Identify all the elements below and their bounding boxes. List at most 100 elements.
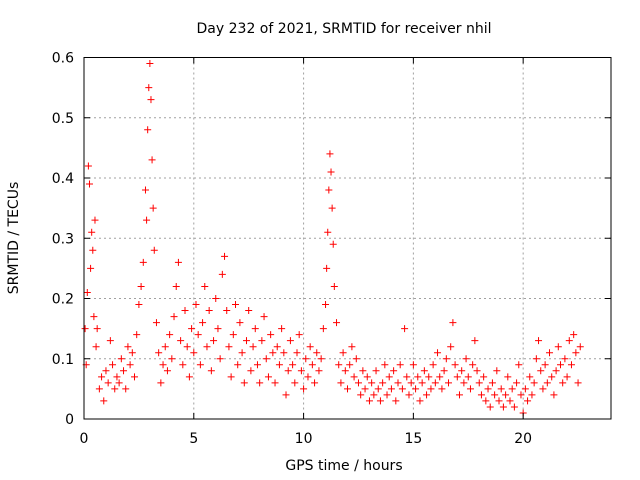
data-point (210, 337, 218, 345)
data-point (141, 186, 149, 194)
data-point (229, 331, 237, 339)
data-point (106, 337, 114, 345)
data-point (203, 343, 211, 351)
data-point (401, 325, 409, 333)
data-point (111, 385, 119, 393)
data-point (317, 355, 325, 363)
data-point (109, 361, 117, 369)
data-point (214, 325, 222, 333)
data-point (280, 349, 288, 357)
data-point (504, 373, 512, 381)
data-point (83, 288, 91, 296)
x-axis-label: GPS time / hours (285, 458, 402, 474)
data-point (572, 349, 580, 357)
data-point (124, 343, 132, 351)
data-point (513, 379, 521, 387)
data-point (262, 355, 270, 363)
data-point (89, 246, 97, 254)
data-point (286, 337, 294, 345)
data-point (139, 258, 147, 266)
data-point (88, 228, 96, 236)
data-point (379, 379, 387, 387)
data-point (155, 349, 163, 357)
data-point (291, 379, 299, 387)
data-point (376, 397, 384, 405)
data-point (344, 385, 351, 393)
data-point (484, 385, 492, 393)
data-point (506, 397, 514, 405)
data-point (368, 379, 376, 387)
data-point (275, 361, 283, 369)
data-point (567, 361, 575, 369)
data-point (438, 385, 446, 393)
data-point (383, 391, 391, 399)
data-point (234, 361, 242, 369)
data-point (199, 319, 207, 327)
data-point (502, 391, 510, 399)
data-point (508, 385, 516, 393)
data-point (329, 240, 337, 248)
data-point (350, 373, 358, 381)
data-point (335, 361, 343, 369)
data-point (449, 319, 457, 327)
data-point (409, 361, 417, 369)
data-point (300, 385, 308, 393)
data-point (559, 379, 567, 387)
data-point (152, 319, 160, 327)
data-point (113, 373, 121, 381)
y-tick-label: 0.3 (52, 231, 74, 247)
data-point (440, 367, 448, 375)
data-point (181, 307, 189, 315)
data-point (133, 331, 141, 339)
data-point (477, 391, 485, 399)
data-point (365, 397, 373, 405)
data-point (148, 156, 156, 164)
data-point (271, 379, 279, 387)
data-point (357, 391, 365, 399)
data-point (427, 385, 435, 393)
data-point (407, 379, 415, 387)
data-point (161, 343, 169, 351)
data-point (196, 361, 204, 369)
data-point (192, 301, 200, 309)
data-point (278, 325, 286, 333)
data-point (425, 373, 433, 381)
data-point (403, 373, 411, 381)
data-point (218, 270, 226, 278)
data-point (325, 186, 333, 194)
data-point (537, 367, 545, 375)
data-point (126, 361, 134, 369)
data-point (453, 373, 461, 381)
data-point (352, 355, 360, 363)
data-point (95, 385, 103, 393)
data-point (177, 337, 185, 345)
data-point (269, 349, 277, 357)
data-point (304, 373, 312, 381)
y-tick-label: 0.5 (52, 111, 74, 127)
data-point (122, 385, 130, 393)
data-point (517, 391, 525, 399)
data-point (460, 379, 468, 387)
data-point (526, 373, 534, 381)
data-point (381, 361, 389, 369)
data-point (451, 361, 459, 369)
data-point (240, 379, 248, 387)
data-point (385, 373, 393, 381)
data-point (337, 379, 345, 387)
data-point (434, 349, 442, 357)
data-point (185, 373, 193, 381)
data-point (242, 337, 250, 345)
data-point (341, 367, 349, 375)
data-point (137, 282, 145, 290)
data-point (159, 361, 167, 369)
data-point (442, 355, 450, 363)
data-point (416, 397, 424, 405)
data-point (249, 343, 257, 351)
data-point (497, 385, 505, 393)
data-point (174, 258, 182, 266)
data-point (238, 349, 246, 357)
data-point (221, 252, 229, 260)
data-point (462, 355, 470, 363)
data-point (149, 204, 157, 212)
